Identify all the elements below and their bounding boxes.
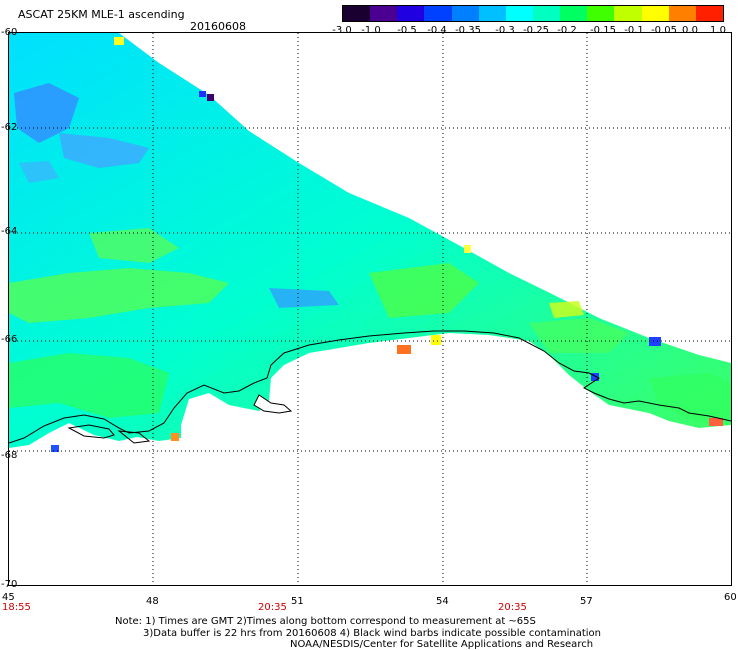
swath-pixel — [397, 345, 411, 354]
note-line: NOAA/NESDIS/Center for Satellite Applica… — [290, 639, 594, 650]
colorbar-segment — [370, 6, 398, 21]
colorbar-label: -0.15 — [590, 25, 616, 36]
swath-patch — [9, 268, 229, 323]
swath-pixel — [114, 37, 124, 45]
colorbar-label: -1.0 — [361, 25, 381, 36]
swath-patch — [549, 301, 584, 318]
swath-patch — [19, 161, 59, 183]
swath-pixel — [709, 418, 723, 426]
swath-patch — [369, 263, 479, 318]
swath-pixel — [431, 335, 441, 345]
lon-label: 51 — [291, 596, 304, 607]
lat-label: -66 — [1, 334, 18, 345]
swath-pixel — [51, 445, 59, 452]
swath-patch — [9, 353, 169, 418]
colorbar-segment — [478, 6, 506, 21]
colorbar-segment — [505, 6, 533, 21]
product-title: ASCAT 25KM MLE-1 ascending — [18, 8, 185, 21]
lat-label: -60 — [1, 27, 18, 38]
map-frame — [8, 32, 732, 586]
colorbar-label: -0.3 — [495, 25, 515, 36]
lon-label: 57 — [580, 596, 593, 607]
swath-pixel — [171, 433, 179, 441]
lon-label: 60 — [724, 592, 737, 603]
time-label: 20:35 — [498, 602, 527, 613]
lat-label: -68 — [1, 450, 18, 461]
colorbar-segment — [451, 6, 479, 21]
graticule — [9, 33, 731, 585]
swath-pixel — [649, 337, 661, 346]
colorbar-segment — [532, 6, 561, 21]
swath-pixel — [591, 373, 599, 381]
colorbar-label: -0.4 — [427, 25, 447, 36]
colorbar-segment — [587, 6, 615, 21]
colorbar — [342, 5, 724, 22]
swath-pixel — [199, 91, 206, 97]
colorbar-segment — [614, 6, 642, 21]
swath-patch — [649, 373, 731, 425]
colorbar-segment — [641, 6, 669, 21]
colorbar-label: -0.25 — [523, 25, 549, 36]
lat-label: -70 — [1, 579, 18, 590]
swath-patch — [89, 228, 179, 263]
lon-label: 48 — [146, 596, 159, 607]
colorbar-label: -0.1 — [624, 25, 644, 36]
swath-pixel — [207, 94, 214, 101]
colorbar-label: -0.35 — [455, 25, 481, 36]
time-label: 20:35 — [258, 602, 287, 613]
colorbar-label: 0.0 — [682, 25, 698, 36]
lat-label: -64 — [1, 226, 18, 237]
colorbar-label: 1.0 — [710, 25, 726, 36]
lon-label: 45 — [2, 592, 15, 603]
time-label: 18:55 — [2, 602, 31, 613]
lon-label: 54 — [436, 596, 449, 607]
colorbar-segment — [560, 6, 588, 21]
colorbar-segment — [343, 6, 371, 21]
lat-label: -62 — [1, 122, 18, 133]
coastline — [67, 424, 115, 439]
colorbar-label: -3.0 — [332, 25, 352, 36]
colorbar-segment — [695, 6, 723, 21]
product-date: 20160608 — [190, 20, 246, 33]
note-line: Note: 1) Times are GMT 2)Times along bot… — [115, 616, 536, 627]
colorbar-segment — [424, 6, 452, 21]
swath-patch — [14, 83, 79, 143]
note-line: 3)Data buffer is 22 hrs from 20160608 4)… — [143, 628, 601, 639]
colorbar-label: -0.5 — [397, 25, 417, 36]
swath-patch — [269, 288, 339, 308]
swath-patch — [59, 133, 149, 168]
map-canvas — [9, 33, 731, 585]
colorbar-label: -0.05 — [651, 25, 677, 36]
swath-pixel — [464, 245, 471, 253]
coastline — [253, 394, 293, 414]
swath-patch — [529, 318, 629, 353]
colorbar-segment — [397, 6, 425, 21]
colorbar-segment — [668, 6, 696, 21]
coastline — [117, 430, 151, 444]
colorbar-label: -0.2 — [557, 25, 577, 36]
